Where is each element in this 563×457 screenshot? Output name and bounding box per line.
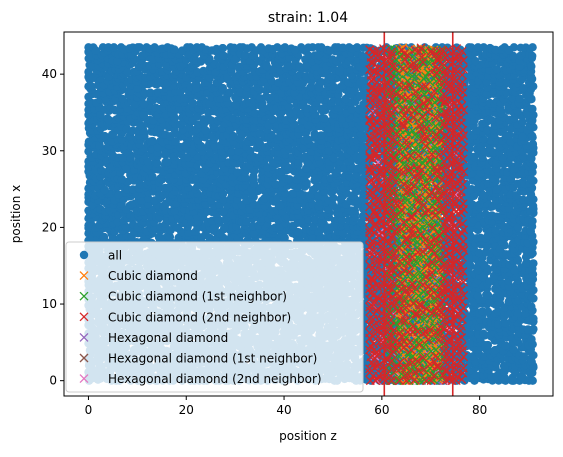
point-all <box>529 314 538 323</box>
point-all <box>153 159 162 168</box>
point-all <box>527 293 537 302</box>
point-all <box>479 329 488 338</box>
point-all <box>249 175 258 184</box>
point-all <box>529 259 538 268</box>
point-all <box>100 185 110 195</box>
point-all <box>483 307 493 316</box>
point-all <box>527 335 536 344</box>
point-all <box>117 175 127 184</box>
point-all <box>528 376 537 385</box>
point-all <box>527 357 536 367</box>
point-all <box>518 372 527 381</box>
point-all <box>483 340 493 350</box>
point-all <box>294 228 303 237</box>
point-all <box>201 126 210 135</box>
chart-title: strain: 1.04 <box>268 10 348 26</box>
point-all <box>527 302 536 311</box>
point-all <box>148 136 157 146</box>
point-all <box>100 131 109 141</box>
point-all <box>519 352 529 361</box>
point-all <box>501 341 510 350</box>
point-all <box>528 216 537 226</box>
point-all <box>99 232 109 242</box>
point-all <box>95 141 105 150</box>
point-all <box>205 233 214 243</box>
point-all <box>473 291 483 301</box>
point-all <box>280 233 289 243</box>
point-all <box>527 175 536 184</box>
point-all <box>509 345 518 354</box>
point-all <box>529 324 538 334</box>
